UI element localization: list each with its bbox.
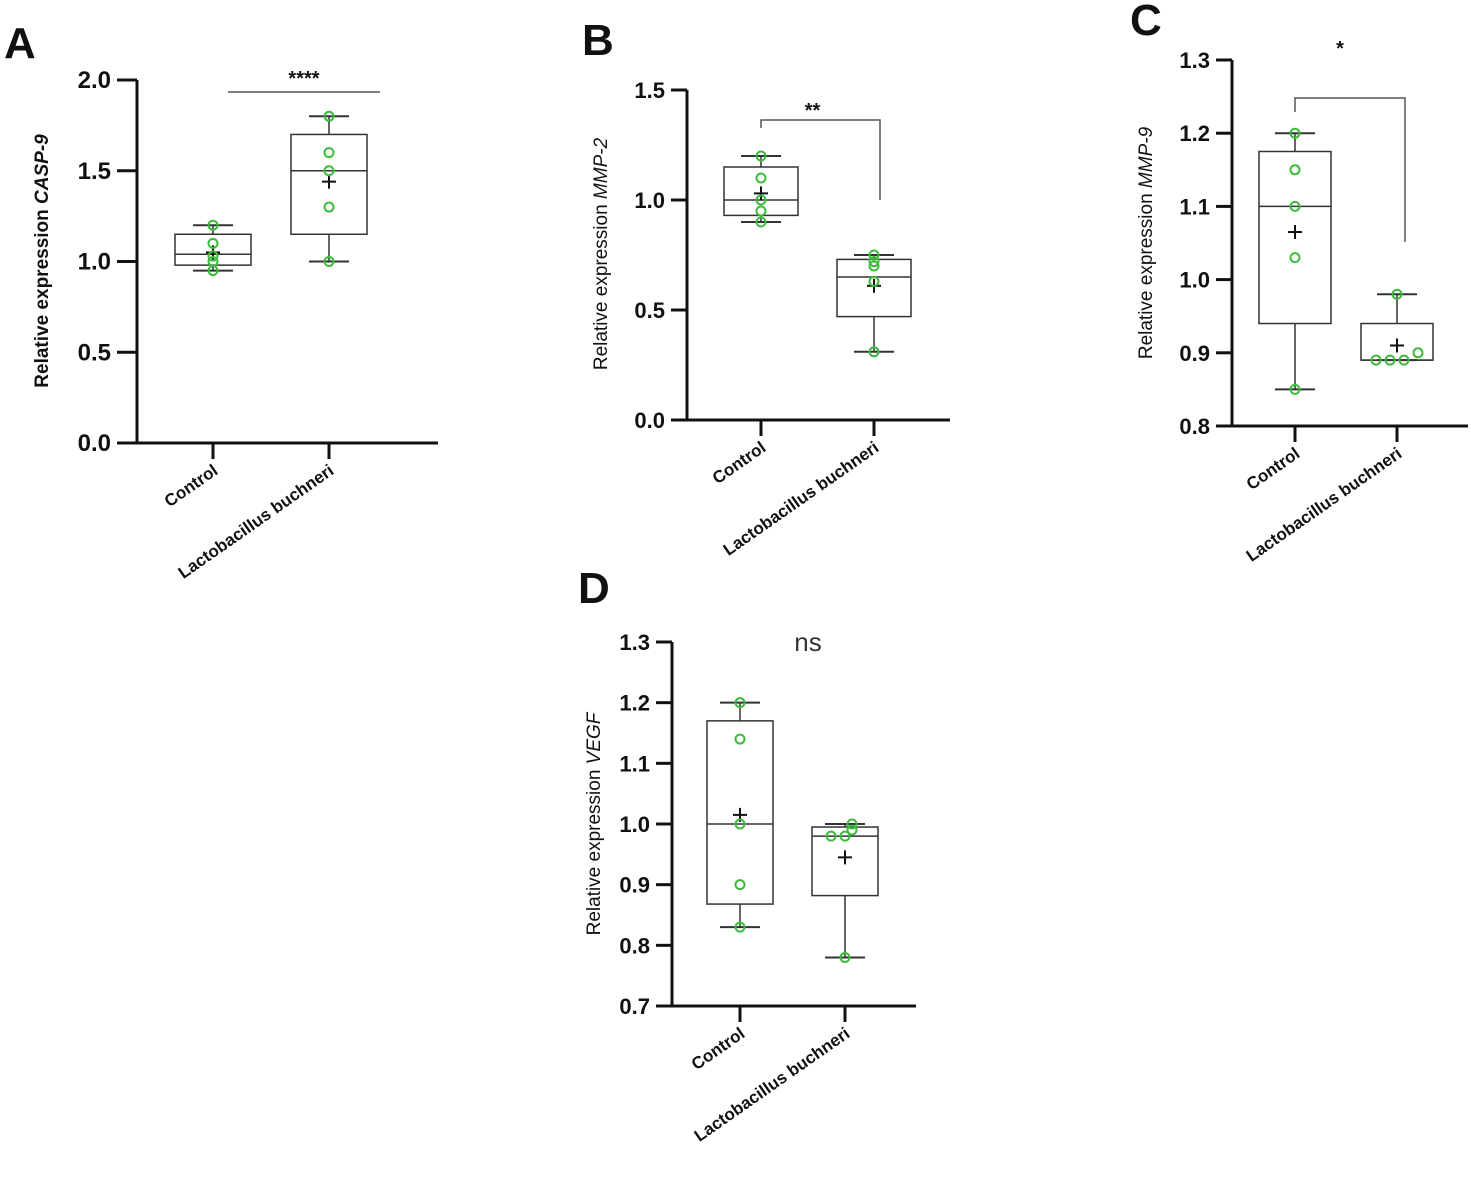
y-tick-label: 1.2	[1179, 121, 1210, 146]
panel-label: D	[578, 564, 610, 613]
data-point	[1289, 200, 1301, 212]
y-axis-title: Relative expression VEGF	[584, 711, 605, 935]
data-point	[1412, 347, 1424, 359]
data-point	[846, 818, 858, 830]
y-axis-title: Relative expression CASP-9	[32, 134, 53, 388]
panel-d: D 0.7 0.8 0.9 1.0 1.1 1.2 1.3 Relative expressio…	[578, 564, 916, 1145]
significance-label: **	[805, 100, 821, 122]
y-axis-title-prefix: Relative expression	[1136, 188, 1157, 359]
y-axis-title-prefix: Relative expression	[591, 199, 612, 370]
data-point	[207, 237, 219, 249]
significance-label: ****	[288, 68, 319, 90]
y-axis-title-prefix: Relative expression	[584, 764, 605, 935]
y-axis-title: Relative expression MMP-2	[591, 137, 612, 370]
data-point	[734, 921, 746, 933]
y-tick-label: 0.5	[78, 339, 111, 366]
data-point	[1384, 354, 1396, 366]
data-point	[734, 733, 746, 745]
y-tick-label: 1.0	[78, 249, 111, 276]
y-tick-label: 0.8	[619, 933, 650, 958]
data-point	[825, 830, 837, 842]
panel-a: A 0.0 0.5 1.0 1.5 2.0 Relative expression CASP…	[4, 19, 438, 582]
data-point	[846, 824, 858, 836]
x-tick-label: Control	[709, 438, 769, 488]
y-axis-title-prefix: Relative expression	[32, 204, 53, 388]
y-tick-label: 1.1	[619, 751, 650, 776]
data-point	[207, 250, 219, 262]
significance-label: *	[1336, 38, 1344, 60]
box	[290, 133, 368, 236]
y-tick-label: 0.0	[78, 430, 111, 457]
data-point	[734, 879, 746, 891]
data-point	[755, 194, 767, 206]
data-point	[734, 697, 746, 709]
data-point	[734, 818, 746, 830]
data-point	[1370, 354, 1382, 366]
data-point	[207, 219, 219, 231]
data-point	[1289, 127, 1301, 139]
data-point	[755, 172, 767, 184]
panel-label: B	[582, 16, 614, 65]
y-tick-label: 1.5	[78, 158, 111, 185]
data-point	[839, 830, 851, 842]
y-tick-label: 1.1	[1179, 194, 1210, 219]
data-point	[755, 150, 767, 162]
y-tick-label: 1.5	[634, 78, 665, 103]
box	[706, 720, 774, 905]
panel-label: C	[1130, 0, 1162, 45]
panel-label: A	[4, 19, 36, 68]
y-tick-label: 1.0	[1179, 268, 1210, 293]
data-point	[323, 201, 335, 213]
data-point	[1289, 164, 1301, 176]
y-tick-label: 1.0	[634, 188, 665, 213]
data-point	[323, 165, 335, 177]
x-tick-label: Control	[688, 1024, 748, 1074]
significance-label: ns	[794, 627, 821, 657]
y-tick-label: 0.7	[619, 994, 650, 1019]
panel-b: B 0.0 0.5 1.0 1.5 Relative expression MMP-2 Co…	[582, 16, 950, 559]
x-tick-label: Control	[161, 461, 221, 511]
panel-c: C 0.8 0.9 1.0 1.1 1.2 1.3 Relative expression M…	[1130, 0, 1468, 565]
y-axis-title-gene: MMP-2	[591, 137, 612, 199]
y-tick-label: 0.5	[634, 298, 665, 323]
data-point	[839, 951, 851, 963]
data-point	[868, 249, 880, 261]
y-tick-label: 1.0	[619, 812, 650, 837]
data-point	[1289, 383, 1301, 395]
data-point	[868, 346, 880, 358]
data-point	[323, 147, 335, 159]
significance-bracket	[1294, 97, 1406, 242]
y-tick-label: 2.0	[78, 67, 111, 94]
y-tick-label: 0.9	[1179, 341, 1210, 366]
x-tick-label: Control	[1243, 444, 1303, 494]
box	[811, 826, 879, 897]
data-point	[755, 216, 767, 228]
y-tick-label: 0.8	[1179, 414, 1210, 439]
data-point	[1398, 354, 1410, 366]
y-tick-label: 1.3	[1179, 48, 1210, 73]
data-point	[868, 256, 880, 268]
data-point	[323, 256, 335, 267]
data-point	[207, 256, 219, 267]
box	[1258, 150, 1332, 325]
y-axis-title: Relative expression MMP-9	[1136, 126, 1157, 359]
data-point	[1391, 288, 1403, 300]
y-tick-label: 0.9	[619, 873, 650, 898]
y-tick-label: 1.2	[619, 691, 650, 716]
y-axis-title-gene: VEGF	[584, 711, 605, 764]
data-point	[755, 205, 767, 217]
y-axis-title-gene: CASP-9	[32, 134, 53, 204]
y-axis-title-gene: MMP-9	[1136, 126, 1157, 188]
significance-bracket	[760, 119, 881, 200]
data-point	[868, 275, 880, 287]
y-tick-label: 0.0	[634, 408, 665, 433]
y-tick-label: 1.3	[619, 630, 650, 655]
data-point	[1289, 252, 1301, 264]
data-point	[868, 260, 880, 272]
data-point	[323, 110, 335, 122]
